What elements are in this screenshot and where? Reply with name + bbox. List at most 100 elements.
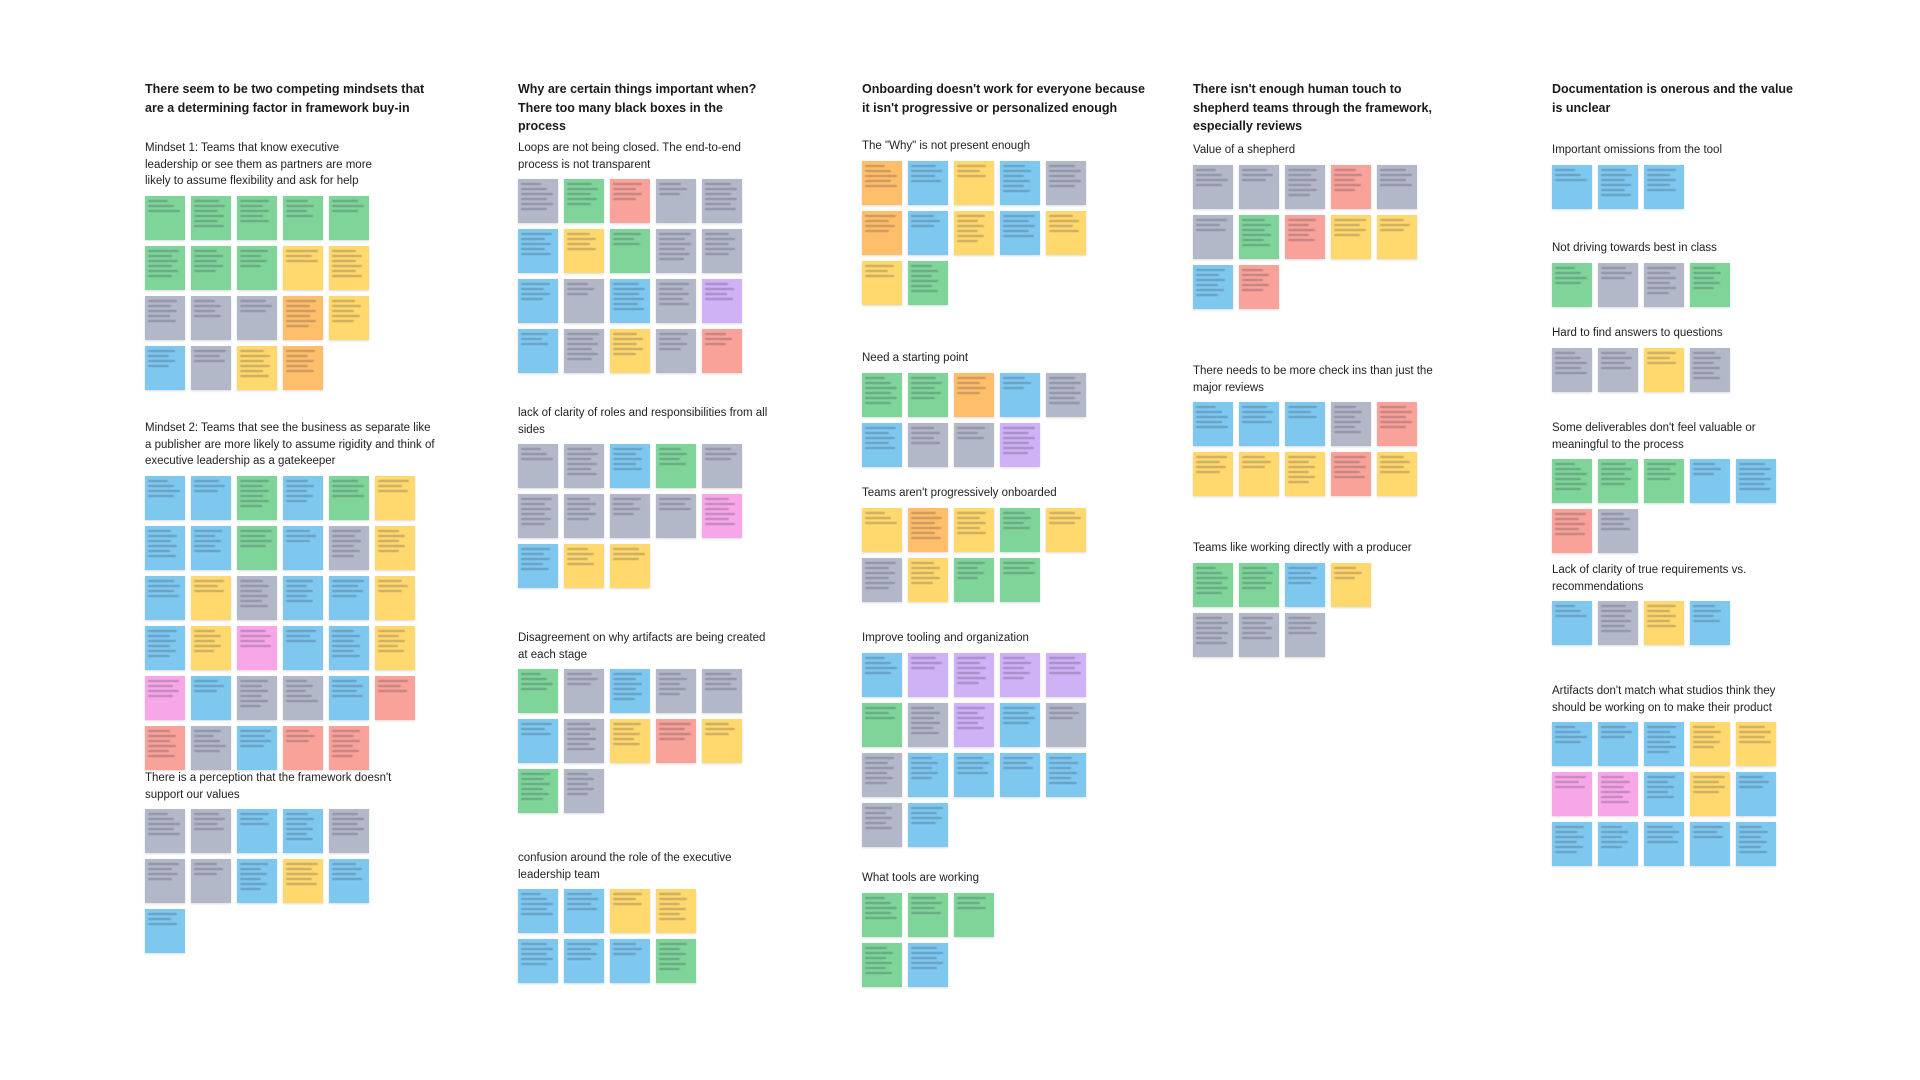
sticky-note[interactable]	[329, 675, 369, 720]
sticky-note[interactable]	[329, 575, 369, 620]
sticky-note[interactable]	[610, 494, 650, 538]
sticky-note[interactable]	[145, 809, 185, 853]
sticky-note[interactable]	[1239, 452, 1279, 496]
sticky-note[interactable]	[564, 939, 604, 983]
sticky-note[interactable]	[702, 179, 742, 223]
sticky-note[interactable]	[656, 889, 696, 933]
sticky-note[interactable]	[191, 475, 231, 520]
sticky-note[interactable]	[283, 809, 323, 853]
sticky-note[interactable]	[1331, 402, 1371, 446]
sticky-note[interactable]	[1552, 164, 1592, 209]
sticky-note[interactable]	[518, 939, 558, 983]
sticky-note[interactable]	[1285, 562, 1325, 607]
sticky-note[interactable]	[862, 752, 902, 797]
sticky-note[interactable]	[191, 675, 231, 720]
sticky-note[interactable]	[191, 345, 231, 390]
sticky-note[interactable]	[1690, 822, 1730, 866]
sticky-note[interactable]	[1377, 452, 1417, 496]
sticky-note[interactable]	[954, 652, 994, 697]
sticky-note[interactable]	[1000, 652, 1040, 697]
sticky-note[interactable]	[908, 160, 948, 205]
sticky-note[interactable]	[145, 245, 185, 290]
sticky-note[interactable]	[1552, 262, 1592, 307]
sticky-note[interactable]	[1193, 214, 1233, 259]
sticky-note[interactable]	[237, 525, 277, 570]
sticky-note[interactable]	[283, 625, 323, 670]
sticky-note[interactable]	[518, 669, 558, 713]
sticky-note[interactable]	[908, 802, 948, 847]
sticky-note[interactable]	[1644, 262, 1684, 307]
sticky-note[interactable]	[1331, 562, 1371, 607]
sticky-note[interactable]	[1239, 612, 1279, 657]
sticky-note[interactable]	[954, 372, 994, 417]
sticky-note[interactable]	[564, 279, 604, 323]
sticky-note[interactable]	[1239, 264, 1279, 309]
sticky-note[interactable]	[908, 702, 948, 747]
sticky-note[interactable]	[610, 179, 650, 223]
sticky-note[interactable]	[656, 329, 696, 373]
sticky-note[interactable]	[610, 229, 650, 273]
sticky-note[interactable]	[862, 557, 902, 602]
sticky-note[interactable]	[1377, 402, 1417, 446]
sticky-note[interactable]	[610, 444, 650, 488]
sticky-note[interactable]	[518, 279, 558, 323]
sticky-note[interactable]	[283, 245, 323, 290]
sticky-note[interactable]	[1552, 722, 1592, 766]
sticky-note[interactable]	[908, 260, 948, 305]
sticky-note[interactable]	[610, 889, 650, 933]
sticky-note[interactable]	[191, 195, 231, 240]
sticky-note[interactable]	[329, 809, 369, 853]
sticky-note[interactable]	[862, 652, 902, 697]
sticky-note[interactable]	[1046, 752, 1086, 797]
sticky-note[interactable]	[1239, 562, 1279, 607]
sticky-note[interactable]	[1046, 652, 1086, 697]
sticky-note[interactable]	[564, 769, 604, 813]
sticky-note[interactable]	[1285, 164, 1325, 209]
sticky-note[interactable]	[237, 195, 277, 240]
sticky-note[interactable]	[191, 245, 231, 290]
sticky-note[interactable]	[1644, 459, 1684, 503]
sticky-note[interactable]	[145, 295, 185, 340]
sticky-note[interactable]	[145, 675, 185, 720]
sticky-note[interactable]	[145, 525, 185, 570]
sticky-note[interactable]	[329, 525, 369, 570]
sticky-note[interactable]	[1644, 164, 1684, 209]
sticky-note[interactable]	[191, 809, 231, 853]
sticky-note[interactable]	[1285, 402, 1325, 446]
sticky-note[interactable]	[564, 179, 604, 223]
sticky-note[interactable]	[283, 295, 323, 340]
sticky-note[interactable]	[1046, 372, 1086, 417]
sticky-note[interactable]	[1046, 702, 1086, 747]
sticky-note[interactable]	[1690, 601, 1730, 645]
sticky-note[interactable]	[656, 939, 696, 983]
sticky-note[interactable]	[610, 329, 650, 373]
sticky-note[interactable]	[954, 210, 994, 255]
sticky-note[interactable]	[1644, 822, 1684, 866]
sticky-note[interactable]	[1552, 772, 1592, 816]
sticky-note[interactable]	[1552, 822, 1592, 866]
sticky-note[interactable]	[283, 475, 323, 520]
sticky-note[interactable]	[862, 160, 902, 205]
sticky-note[interactable]	[518, 329, 558, 373]
sticky-note[interactable]	[1690, 347, 1730, 392]
sticky-note[interactable]	[1046, 160, 1086, 205]
sticky-note[interactable]	[564, 669, 604, 713]
sticky-note[interactable]	[329, 475, 369, 520]
sticky-note[interactable]	[1736, 822, 1776, 866]
sticky-note[interactable]	[954, 507, 994, 552]
sticky-note[interactable]	[1598, 262, 1638, 307]
sticky-note[interactable]	[908, 652, 948, 697]
sticky-note[interactable]	[656, 719, 696, 763]
sticky-note[interactable]	[329, 195, 369, 240]
sticky-note[interactable]	[518, 494, 558, 538]
sticky-note[interactable]	[191, 295, 231, 340]
sticky-note[interactable]	[375, 625, 415, 670]
sticky-note[interactable]	[564, 544, 604, 588]
sticky-note[interactable]	[908, 752, 948, 797]
sticky-note[interactable]	[145, 859, 185, 903]
sticky-note[interactable]	[564, 719, 604, 763]
sticky-note[interactable]	[1598, 772, 1638, 816]
sticky-note[interactable]	[191, 625, 231, 670]
sticky-note[interactable]	[1377, 164, 1417, 209]
sticky-note[interactable]	[954, 702, 994, 747]
